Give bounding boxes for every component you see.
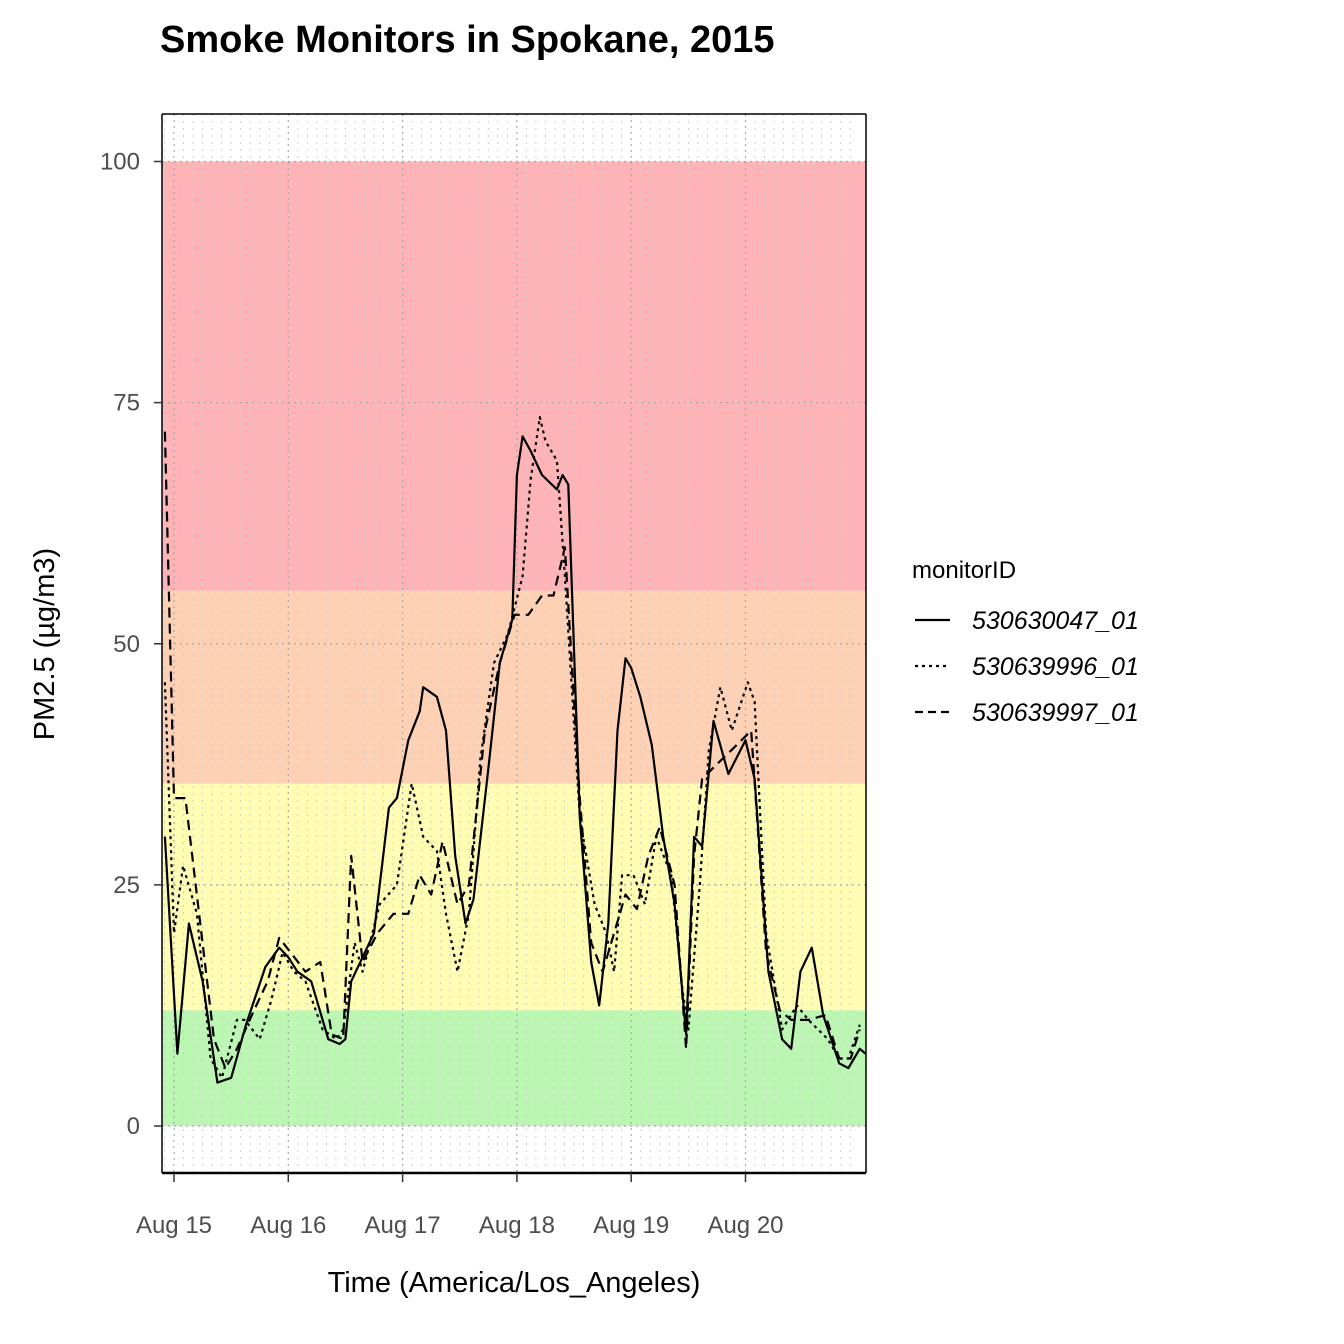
plot-area: 0 25 50 75 100 Aug 15 Aug 16 Aug 17 Aug 18 Aug 19…	[100, 113, 867, 1239]
x-tick-label-2: Aug 17	[365, 1212, 441, 1239]
x-tick-label-3: Aug 18	[479, 1212, 555, 1239]
minor-grid	[163, 114, 851, 1173]
x-tick-label-0: Aug 15	[136, 1212, 212, 1239]
y-axis-title: PM2.5 (µg/m3)	[29, 548, 61, 740]
aqi-band-1	[162, 783, 866, 1011]
legend-label-1: 530639996_01	[972, 653, 1139, 681]
series-line-1	[163, 416, 861, 1079]
x-tick-label-4: Aug 19	[593, 1212, 669, 1239]
x-tick-label-1: Aug 16	[250, 1212, 326, 1239]
x-tick-label-5: Aug 20	[707, 1212, 783, 1239]
y-tick-label-2: 50	[113, 631, 140, 658]
y-tick-label-0: 0	[127, 1113, 140, 1140]
legend: monitorID 530630047_01 530639996_01 530639…	[912, 557, 1139, 727]
y-tick-label-3: 75	[113, 390, 140, 417]
aqi-band-3	[162, 161, 866, 591]
y-tick-label-1: 25	[113, 872, 140, 899]
legend-title: monitorID	[912, 557, 1016, 584]
legend-label-2: 530639997_01	[972, 699, 1139, 727]
series-line-0	[163, 435, 866, 1084]
chart-title: Smoke Monitors in Spokane, 2015	[160, 19, 775, 61]
series-line-2	[163, 431, 861, 1070]
aqi-band-0	[162, 1010, 866, 1126]
legend-label-0: 530630047_01	[972, 607, 1139, 635]
x-axis-title: Time (America/Los_Angeles)	[328, 1267, 701, 1299]
y-tick-label-4: 100	[100, 149, 140, 176]
